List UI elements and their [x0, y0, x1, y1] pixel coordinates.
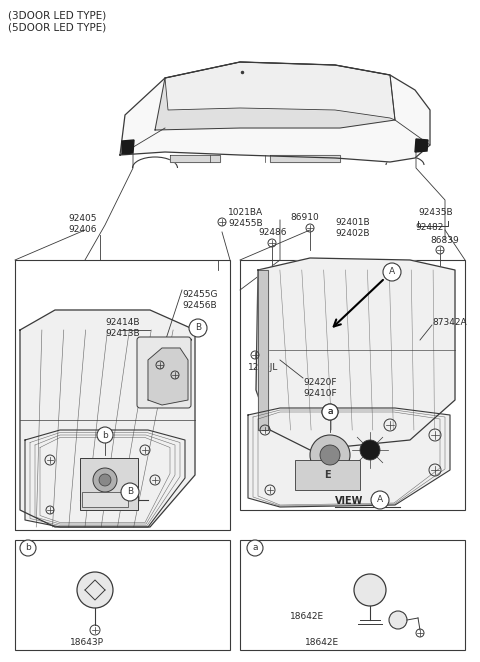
- Text: 92420F: 92420F: [303, 378, 336, 387]
- Polygon shape: [122, 140, 134, 154]
- Circle shape: [389, 611, 407, 629]
- FancyBboxPatch shape: [82, 492, 128, 507]
- Circle shape: [310, 435, 350, 475]
- Text: VIEW: VIEW: [80, 488, 108, 498]
- Text: a: a: [327, 408, 333, 416]
- FancyBboxPatch shape: [15, 540, 230, 650]
- Text: 18642E: 18642E: [305, 638, 339, 647]
- Text: a: a: [252, 544, 258, 553]
- Text: 92410F: 92410F: [303, 389, 336, 398]
- Text: 92455G: 92455G: [182, 290, 217, 299]
- Text: 92435B: 92435B: [418, 208, 453, 217]
- Text: 86910: 86910: [290, 213, 319, 222]
- Text: B: B: [195, 324, 201, 332]
- Polygon shape: [25, 430, 185, 527]
- FancyBboxPatch shape: [80, 458, 138, 510]
- Text: 86839: 86839: [430, 236, 459, 245]
- Circle shape: [354, 574, 386, 606]
- Text: 92486: 92486: [258, 228, 287, 237]
- Text: E: E: [324, 470, 330, 480]
- Circle shape: [371, 491, 389, 509]
- FancyBboxPatch shape: [15, 260, 230, 530]
- Circle shape: [322, 404, 338, 420]
- Polygon shape: [20, 310, 195, 527]
- Text: 92406: 92406: [68, 225, 96, 234]
- Polygon shape: [170, 155, 220, 162]
- Circle shape: [322, 404, 338, 420]
- Circle shape: [93, 468, 117, 492]
- Text: 18643P: 18643P: [70, 638, 104, 647]
- Polygon shape: [148, 348, 188, 405]
- FancyBboxPatch shape: [240, 540, 465, 650]
- Text: 18642E: 18642E: [290, 612, 324, 621]
- Polygon shape: [165, 62, 395, 120]
- Polygon shape: [270, 155, 340, 162]
- Text: A: A: [389, 267, 395, 277]
- Text: 92456B: 92456B: [182, 301, 216, 310]
- Text: VIEW: VIEW: [335, 496, 363, 506]
- FancyBboxPatch shape: [240, 260, 465, 510]
- Text: b: b: [102, 430, 108, 440]
- Text: b: b: [25, 544, 31, 553]
- Circle shape: [360, 440, 380, 460]
- Circle shape: [77, 572, 113, 608]
- Text: A: A: [377, 495, 383, 504]
- Circle shape: [320, 445, 340, 465]
- Polygon shape: [256, 258, 455, 450]
- Text: 1249JL: 1249JL: [248, 363, 278, 372]
- Circle shape: [383, 263, 401, 281]
- Polygon shape: [258, 270, 268, 430]
- Circle shape: [20, 540, 36, 556]
- Text: 92455B: 92455B: [228, 219, 263, 228]
- Polygon shape: [120, 62, 430, 162]
- Circle shape: [121, 483, 139, 501]
- Text: 92414B: 92414B: [105, 318, 140, 327]
- FancyBboxPatch shape: [295, 460, 360, 490]
- Text: (5DOOR LED TYPE): (5DOOR LED TYPE): [8, 22, 106, 32]
- Text: a: a: [327, 408, 333, 416]
- Circle shape: [247, 540, 263, 556]
- Text: 1021BA: 1021BA: [228, 208, 263, 217]
- Text: 92402B: 92402B: [335, 229, 370, 238]
- Text: 92405: 92405: [68, 214, 96, 223]
- Text: (3DOOR LED TYPE): (3DOOR LED TYPE): [8, 10, 106, 20]
- Polygon shape: [248, 408, 450, 507]
- Text: B: B: [127, 487, 133, 496]
- Circle shape: [189, 319, 207, 337]
- Text: 87342A: 87342A: [432, 318, 467, 327]
- Text: 92413B: 92413B: [105, 329, 140, 338]
- Circle shape: [97, 427, 113, 443]
- Text: 92482: 92482: [415, 223, 444, 232]
- Text: 92401B: 92401B: [335, 218, 370, 227]
- Circle shape: [99, 474, 111, 486]
- Polygon shape: [155, 62, 395, 130]
- Polygon shape: [415, 139, 428, 152]
- FancyBboxPatch shape: [137, 337, 191, 408]
